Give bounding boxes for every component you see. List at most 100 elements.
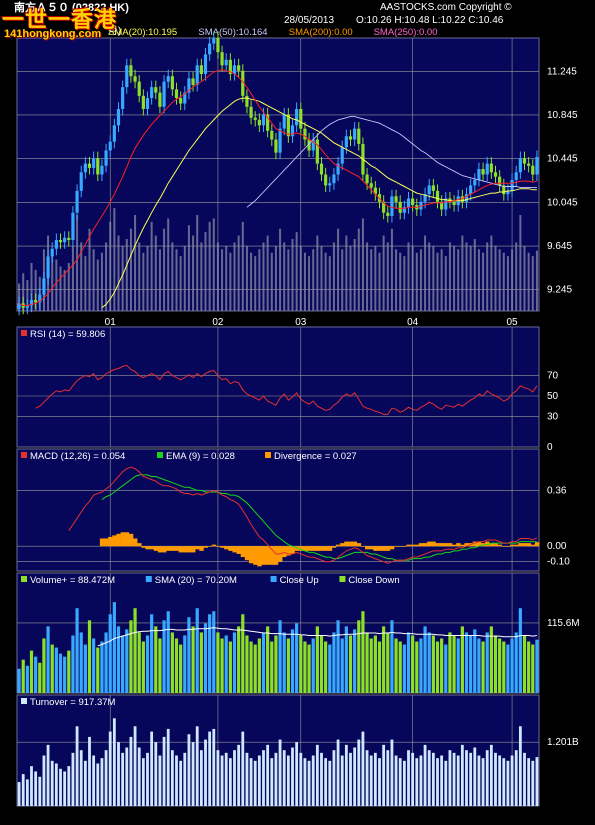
price-bg-volume-bar xyxy=(67,263,70,311)
price-bg-volume-bar xyxy=(92,249,95,311)
candle-body xyxy=(179,98,183,104)
volume-bar xyxy=(191,626,195,693)
turnover-bar xyxy=(208,731,212,806)
price-bg-volume-bar xyxy=(109,221,112,311)
volume-bar xyxy=(518,608,522,693)
price-tick-0: 11.245 xyxy=(547,66,577,77)
turnover-bar xyxy=(523,752,526,806)
price-bg-volume-bar xyxy=(457,249,460,311)
turnover-bar xyxy=(535,757,539,806)
price-bg-volume-bar xyxy=(134,215,137,311)
turnover-bar xyxy=(440,755,444,806)
macd-line xyxy=(68,466,538,564)
volume-bar xyxy=(199,632,203,693)
divergence-bar xyxy=(128,533,134,547)
price-bg-volume-bar xyxy=(237,235,240,311)
turnover-bar xyxy=(133,726,137,806)
turnover-bar xyxy=(220,755,224,806)
divergence-bar xyxy=(369,546,374,550)
price-bg-volume-bar xyxy=(55,259,58,311)
divergence-bar xyxy=(365,546,370,550)
volume-bar xyxy=(386,632,390,693)
price-bg-volume-bar xyxy=(84,256,87,311)
rsi-tick-0: 70 xyxy=(547,371,559,382)
price-bg-volume-bar xyxy=(440,249,443,311)
divergence-bar xyxy=(240,546,246,558)
candle-body xyxy=(303,128,307,140)
candle-body xyxy=(46,256,50,279)
volume-bar xyxy=(481,641,485,693)
candle-body xyxy=(100,165,104,175)
turnover-bar xyxy=(54,763,58,806)
price-bg-volume-bar xyxy=(386,242,389,311)
volume-bar xyxy=(448,632,452,693)
candle-body xyxy=(166,76,170,82)
price-bg-volume-bar xyxy=(22,273,25,311)
volume-bar xyxy=(154,626,158,693)
volume-bar xyxy=(506,644,510,693)
volume-bar xyxy=(324,641,328,693)
candle-body xyxy=(489,163,493,173)
volume-bar xyxy=(137,632,141,693)
volume-bar xyxy=(411,635,415,693)
price-bg-volume-bar xyxy=(337,228,340,311)
price-bg-volume-bar xyxy=(395,249,398,311)
divergence-bar xyxy=(344,541,349,547)
candle-body xyxy=(67,237,71,241)
price-tick-4: 9.645 xyxy=(547,241,572,252)
volume-bar xyxy=(96,647,100,693)
price-bg-volume-bar xyxy=(407,242,410,311)
divergence-bar xyxy=(319,546,324,551)
price-panel xyxy=(16,37,540,312)
price-bg-volume-bar xyxy=(138,242,141,311)
turnover-bar xyxy=(481,758,485,806)
candle-body xyxy=(241,70,245,96)
turnover-bar xyxy=(324,758,328,806)
candle-body xyxy=(473,179,477,186)
candle-body xyxy=(386,212,390,216)
volume-bar xyxy=(394,638,398,693)
volume-bar xyxy=(121,635,125,693)
price-bg-volume-bar xyxy=(308,256,311,311)
volume-bar xyxy=(332,632,336,693)
price-bg-volume-bar xyxy=(498,249,501,311)
candle-body xyxy=(245,95,249,107)
volume-bar xyxy=(278,620,282,693)
divergence-bar xyxy=(116,533,121,547)
price-bg-volume-bar xyxy=(274,245,277,311)
candle-body xyxy=(440,201,444,210)
volume-bar xyxy=(299,635,303,693)
candle-body xyxy=(369,183,373,188)
candle-body xyxy=(104,150,108,166)
turnover-bar xyxy=(257,755,261,806)
candle-body xyxy=(315,139,319,164)
price-bg-volume-bar xyxy=(76,215,79,311)
volume-bar xyxy=(212,611,216,693)
divergence-bar xyxy=(244,546,250,561)
divergence-bar xyxy=(377,546,382,551)
volume-bar xyxy=(369,638,373,693)
volume-legend-1: SMA (20) = 70.20M xyxy=(155,575,237,586)
divergence-bar xyxy=(269,546,275,565)
divergence-bar xyxy=(522,543,527,547)
price-bg-volume-bar xyxy=(179,256,182,311)
price-bg-volume-bar xyxy=(312,249,315,311)
volume-bar xyxy=(83,644,87,693)
divergence-bar xyxy=(472,541,478,547)
candle-body xyxy=(253,117,257,120)
ohlc-label: O:10.26 H:10.48 L:10.22 C:10.46 xyxy=(356,15,504,26)
candle-body xyxy=(17,303,21,309)
divergence-bar xyxy=(394,546,399,547)
volume-bar xyxy=(435,641,440,693)
turnover-bar xyxy=(336,739,340,806)
candle-body xyxy=(112,125,116,142)
divergence-bar xyxy=(381,546,387,551)
price-bg-volume-bar xyxy=(482,252,485,311)
volume-bar xyxy=(431,635,435,693)
turnover-bar xyxy=(518,726,522,806)
price-bg-volume-bar xyxy=(374,245,377,311)
candle-body xyxy=(216,38,220,53)
turnover-bar xyxy=(46,744,50,806)
divergence-bar xyxy=(178,546,184,553)
divergence-bar xyxy=(99,538,105,547)
